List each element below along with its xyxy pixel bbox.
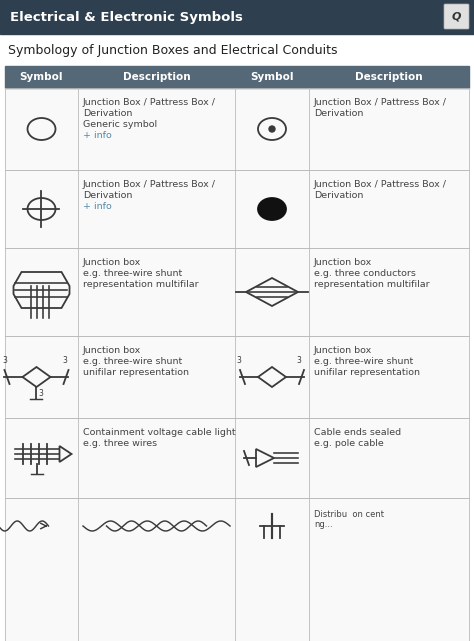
Bar xyxy=(235,66,469,88)
Bar xyxy=(309,248,469,336)
Text: Junction box: Junction box xyxy=(83,258,141,267)
Bar xyxy=(0,0,474,34)
Text: Cable ends sealed: Cable ends sealed xyxy=(314,428,401,437)
Text: e.g. three-wire shunt: e.g. three-wire shunt xyxy=(83,269,182,278)
Text: 3: 3 xyxy=(2,356,8,365)
Text: e.g. three-wire shunt: e.g. three-wire shunt xyxy=(314,357,413,366)
Text: e.g. three-wire shunt: e.g. three-wire shunt xyxy=(83,357,182,366)
Text: + info: + info xyxy=(83,202,112,211)
Ellipse shape xyxy=(258,198,286,220)
Text: Junction box: Junction box xyxy=(314,258,372,267)
Bar xyxy=(309,336,469,418)
Bar xyxy=(235,498,309,641)
Text: Description: Description xyxy=(355,72,423,82)
Bar xyxy=(5,418,78,498)
Text: 3: 3 xyxy=(63,356,67,365)
Text: 3: 3 xyxy=(38,389,44,398)
Text: e.g. three wires: e.g. three wires xyxy=(83,439,157,448)
Text: 3: 3 xyxy=(236,356,241,365)
Text: Q: Q xyxy=(452,12,461,22)
Text: e.g. three conductors: e.g. three conductors xyxy=(314,269,416,278)
Text: Junction Box / Pattress Box /: Junction Box / Pattress Box / xyxy=(314,180,447,189)
Bar xyxy=(78,170,235,248)
Bar xyxy=(309,170,469,248)
Bar xyxy=(235,88,309,170)
Text: representation multifilar: representation multifilar xyxy=(83,280,199,289)
Bar xyxy=(78,418,235,498)
Text: Derivation: Derivation xyxy=(314,191,364,200)
Text: Junction box: Junction box xyxy=(314,346,372,355)
Text: Symbology of Junction Boxes and Electrical Conduits: Symbology of Junction Boxes and Electric… xyxy=(8,44,337,57)
Bar xyxy=(235,248,309,336)
Text: Junction Box / Pattress Box /: Junction Box / Pattress Box / xyxy=(83,180,216,189)
Bar xyxy=(235,336,309,418)
Text: Symbol: Symbol xyxy=(250,72,294,82)
Text: ng...: ng... xyxy=(314,520,333,529)
Text: Electrical & Electronic Symbols: Electrical & Electronic Symbols xyxy=(10,10,243,24)
Text: Junction Box / Pattress Box /: Junction Box / Pattress Box / xyxy=(314,98,447,107)
Text: Junction box: Junction box xyxy=(83,346,141,355)
Text: Derivation: Derivation xyxy=(83,109,132,118)
Text: unifilar representation: unifilar representation xyxy=(83,368,189,377)
Circle shape xyxy=(269,126,275,132)
Bar xyxy=(5,88,78,170)
Text: Junction Box / Pattress Box /: Junction Box / Pattress Box / xyxy=(83,98,216,107)
Text: representation multifilar: representation multifilar xyxy=(314,280,429,289)
Bar xyxy=(78,88,235,170)
Bar xyxy=(235,418,309,498)
Bar xyxy=(5,66,235,88)
Text: Description: Description xyxy=(123,72,191,82)
Text: 3: 3 xyxy=(296,356,301,365)
Bar xyxy=(5,336,78,418)
Bar xyxy=(5,498,78,641)
Bar xyxy=(5,248,78,336)
Text: Generic symbol: Generic symbol xyxy=(83,120,157,129)
Text: + info: + info xyxy=(83,131,112,140)
Bar xyxy=(78,336,235,418)
Text: Symbol: Symbol xyxy=(20,72,63,82)
Bar xyxy=(309,498,469,641)
Bar xyxy=(78,248,235,336)
Text: Containment voltage cable light: Containment voltage cable light xyxy=(83,428,236,437)
Bar xyxy=(235,170,309,248)
FancyBboxPatch shape xyxy=(444,4,469,29)
Text: e.g. pole cable: e.g. pole cable xyxy=(314,439,384,448)
Bar xyxy=(309,418,469,498)
Bar xyxy=(78,498,235,641)
Text: Derivation: Derivation xyxy=(314,109,364,118)
Text: Derivation: Derivation xyxy=(83,191,132,200)
Text: Distribu  on cent: Distribu on cent xyxy=(314,510,384,519)
Bar xyxy=(309,88,469,170)
Bar xyxy=(5,170,78,248)
Text: unifilar representation: unifilar representation xyxy=(314,368,420,377)
